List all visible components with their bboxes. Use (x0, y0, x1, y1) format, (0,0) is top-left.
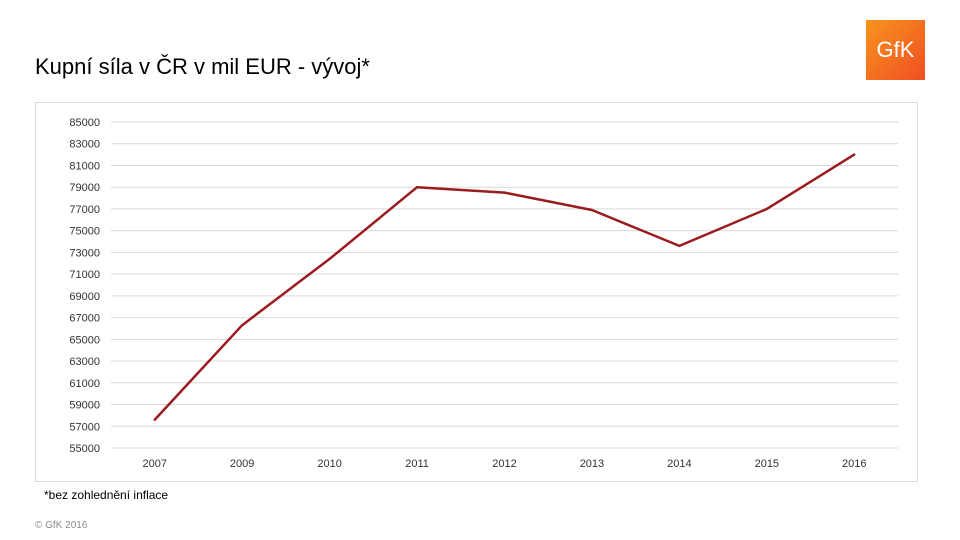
y-tick-label: 81000 (69, 160, 100, 172)
y-tick-label: 69000 (69, 291, 100, 303)
x-tick-label: 2007 (142, 458, 166, 470)
y-tick-label: 59000 (69, 400, 100, 412)
x-tick-label: 2012 (492, 458, 516, 470)
footnote: *bez zohlednění inflace (44, 488, 169, 502)
data-point (853, 153, 856, 156)
data-point (328, 257, 331, 261)
data-point (590, 208, 594, 212)
y-tick-label: 75000 (69, 226, 100, 238)
y-tick-label: 71000 (69, 269, 100, 281)
x-tick-label: 2011 (405, 458, 429, 470)
copyright: © GfK 2016 (35, 520, 88, 531)
y-tick-label: 63000 (69, 356, 100, 368)
data-point (415, 186, 419, 189)
data-point (765, 207, 769, 211)
y-tick-label: 67000 (69, 313, 100, 325)
page-title: Kupní síla v ČR v mil EUR - vývoj* (35, 54, 370, 79)
x-tick-label: 2013 (580, 458, 604, 470)
x-tick-label: 2010 (317, 458, 341, 470)
data-point (153, 418, 156, 421)
x-tick-label: 2014 (667, 458, 691, 470)
x-tick-label: 2016 (842, 458, 866, 470)
line-chart: 55000 57000 59000 61000 63000 65000 67000 69000… (69, 117, 898, 470)
gfk-logo-text: GfK (877, 37, 915, 62)
y-axis-ticks: 55000 57000 59000 61000 63000 65000 67000 69000… (69, 117, 100, 455)
x-axis-ticks: 2007 2009 2010 2011 2012 2013 2014 2015 2016 (142, 458, 866, 470)
y-tick-label: 65000 (69, 334, 100, 346)
series-line (153, 153, 855, 421)
y-tick-label: 79000 (69, 182, 100, 194)
chart-frame: 55000 57000 59000 61000 63000 65000 67000 69000… (35, 102, 918, 482)
y-tick-label: 57000 (69, 421, 100, 433)
gfk-logo: GfK (866, 20, 925, 80)
y-tick-label: 61000 (69, 378, 100, 390)
data-point (678, 244, 681, 248)
y-tick-label: 73000 (69, 247, 100, 259)
x-tick-label: 2015 (755, 458, 779, 470)
y-tick-label: 77000 (69, 204, 100, 216)
chart-grid (111, 121, 898, 449)
chart-series (153, 153, 856, 421)
data-point (503, 191, 506, 194)
y-tick-label: 85000 (69, 117, 100, 129)
x-tick-label: 2009 (230, 458, 254, 470)
y-tick-label: 55000 (69, 443, 100, 455)
data-point (240, 324, 244, 327)
y-tick-label: 83000 (69, 139, 100, 151)
gfk-logo-graphic: GfK (866, 20, 925, 80)
